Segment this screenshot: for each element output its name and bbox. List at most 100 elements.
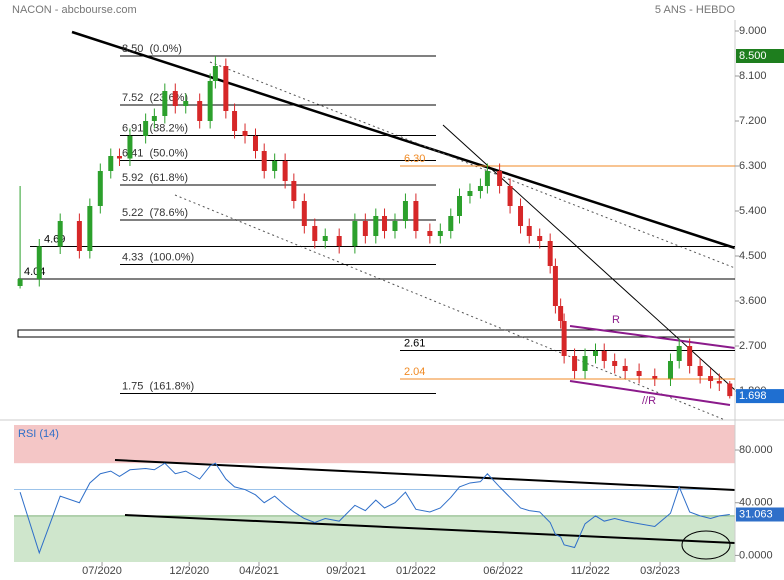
price-badge	[736, 49, 784, 63]
x-tick-label: 09/2021	[326, 565, 366, 577]
rsi-trend-line	[124, 514, 736, 544]
candle-body	[601, 351, 607, 361]
candle-body	[127, 136, 133, 159]
fib-label: 1.75 (161.8%)	[122, 380, 194, 392]
candle-body	[207, 81, 213, 121]
candle-body	[687, 346, 693, 366]
y-tick-label: 7.200	[739, 115, 767, 127]
price-badge-label: 1.698	[739, 390, 767, 402]
candle-body	[97, 171, 103, 206]
candle-body	[36, 246, 42, 279]
candle-body	[652, 376, 658, 379]
candle-body	[526, 226, 532, 236]
candle-body	[272, 161, 278, 171]
candle-body	[484, 171, 490, 186]
fib-label: 8.50 (0.0%)	[122, 43, 182, 55]
candle-body	[612, 361, 618, 366]
candle-body	[507, 186, 513, 206]
annotation: //R	[642, 395, 656, 407]
candle-body	[197, 101, 203, 121]
candle-body	[413, 201, 419, 231]
fib-label: 5.22 (78.6%)	[122, 207, 188, 219]
candle-body	[212, 66, 218, 81]
candle-body	[497, 171, 503, 186]
support-line	[569, 380, 731, 406]
candle-body	[456, 196, 462, 216]
candle-body	[427, 231, 433, 236]
candle-body	[537, 236, 543, 241]
x-tick-label: 01/2022	[396, 565, 436, 577]
candle-body	[143, 121, 149, 136]
fib-label: 6.41 (50.0%)	[122, 147, 188, 159]
candle-body	[183, 101, 189, 106]
candle-body	[151, 116, 157, 121]
candle-body	[57, 221, 63, 247]
candle-body	[448, 216, 454, 231]
candle-body	[17, 279, 23, 286]
candle-body	[261, 151, 267, 171]
candle-body	[116, 156, 122, 159]
rsi-zone	[14, 515, 735, 562]
trend-line	[442, 124, 736, 391]
fib-label: 6.91 (38.2%)	[122, 122, 188, 134]
candle-body	[636, 371, 642, 376]
fib-label: 5.92 (61.8%)	[122, 172, 188, 184]
y-tick-label: 0.0000	[739, 549, 773, 561]
candle-body	[561, 321, 567, 356]
candle-body	[322, 236, 328, 241]
price-badge	[736, 389, 784, 404]
candle-body	[467, 191, 473, 196]
resistance-line	[569, 325, 736, 349]
rsi-badge	[736, 507, 784, 522]
candle-body	[676, 346, 682, 361]
x-tick-label: 12/2020	[169, 565, 209, 577]
candle-body	[727, 383, 733, 397]
x-tick-label: 07/2020	[82, 565, 122, 577]
level-label: 2.61	[404, 337, 425, 349]
candle-body	[402, 201, 408, 221]
candle-body	[362, 221, 368, 236]
candle-body	[108, 156, 114, 171]
y-tick-label: 9.000	[739, 25, 767, 37]
x-tick-label: 04/2021	[239, 565, 279, 577]
candle-body	[582, 356, 588, 371]
fib-label: 7.52 (23.6%)	[122, 92, 188, 104]
candle-body	[291, 181, 297, 201]
candle-body	[477, 186, 483, 191]
candle-body	[552, 266, 558, 306]
candle-body	[76, 221, 82, 251]
rsi-trend-line	[114, 459, 736, 491]
candle-body	[708, 376, 714, 381]
level-label: 2.04	[404, 366, 425, 378]
candle-body	[697, 366, 703, 376]
y-tick-label: 80.000	[739, 444, 773, 456]
candle-body	[242, 131, 248, 136]
channel-line	[209, 61, 736, 269]
candle-body	[667, 361, 673, 379]
candle-body	[223, 66, 229, 111]
candle-body	[282, 161, 288, 181]
chart-title: NACON - abcbourse.com	[12, 4, 137, 16]
rsi-badge-label: 31.063	[739, 508, 773, 520]
candle-body	[518, 206, 524, 226]
candle-body	[622, 366, 628, 371]
candle-body	[392, 221, 398, 231]
fib-label: 4.33 (100.0%)	[122, 251, 194, 263]
y-tick-label: 8.100	[739, 70, 767, 82]
trend-line	[71, 30, 736, 250]
candle-body	[252, 136, 258, 151]
price-badge-label: 8.500	[739, 50, 767, 62]
highlight-circle	[681, 530, 731, 560]
annotation: R	[612, 314, 620, 326]
y-tick-label: 5.400	[739, 205, 767, 217]
candle-body	[373, 216, 379, 236]
candle-body	[336, 236, 342, 246]
candle-body	[716, 381, 722, 384]
rsi-title: RSI (14)	[18, 428, 59, 440]
candle-body	[547, 241, 553, 266]
level-label: 4.04	[24, 266, 45, 278]
candle-body	[162, 91, 168, 116]
y-tick-label: 6.300	[739, 160, 767, 172]
